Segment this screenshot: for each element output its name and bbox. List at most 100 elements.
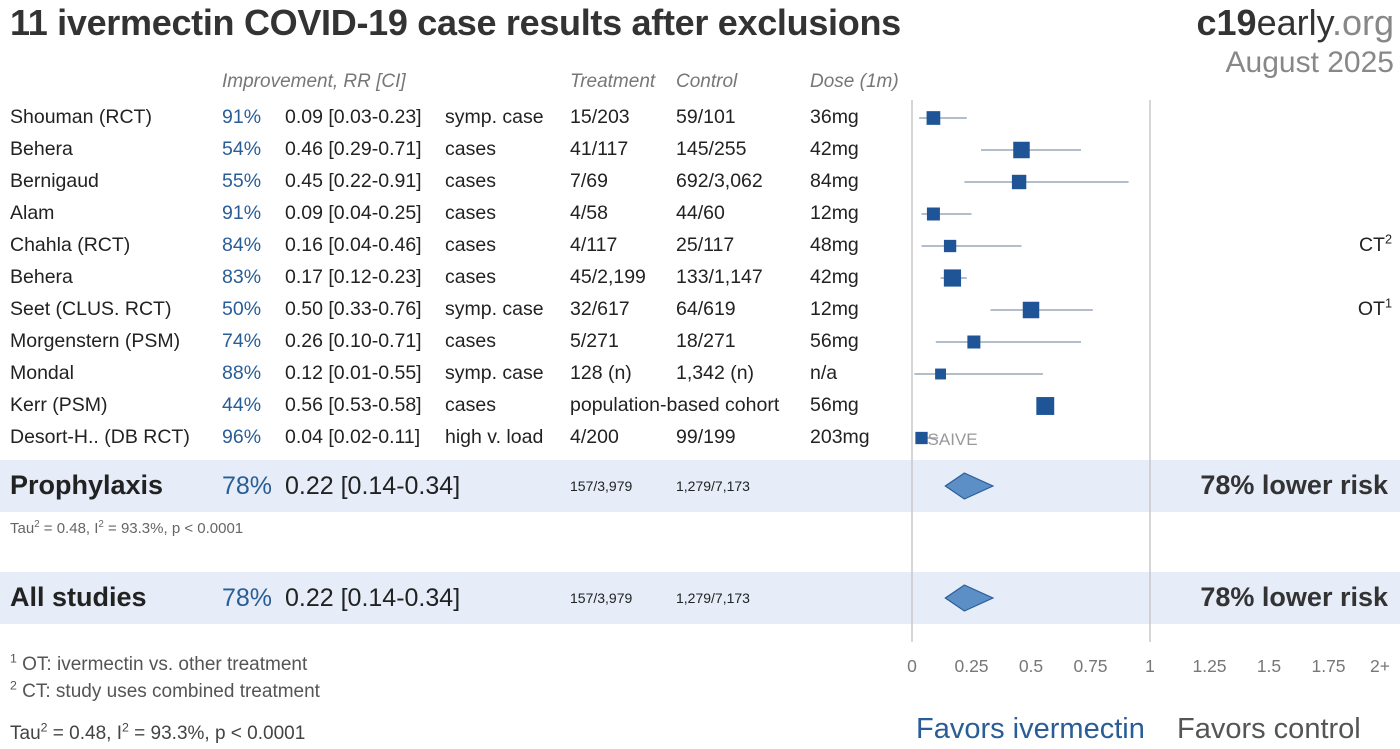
study-treatment: 4/117 — [570, 234, 618, 256]
study-treatment: 15/203 — [570, 106, 630, 128]
note-text: OT — [1357, 298, 1385, 320]
study-rr: 0.50 [0.33-0.76] — [285, 298, 422, 320]
study-outcome: symp. case — [445, 298, 544, 320]
footnote-text: CT: study uses combined treatment — [16, 681, 320, 702]
study-improvement: 50% — [222, 298, 262, 320]
study-rr: 0.04 [0.02-0.11] — [285, 426, 421, 448]
site-logo[interactable]: c19early.org — [1197, 2, 1394, 44]
tau-sup: 2 — [34, 519, 40, 530]
effect-marker — [943, 269, 962, 287]
study-row: Chahla (RCT) 84% 0.16 [0.04-0.46] cases … — [0, 230, 1400, 262]
i-sup: 2 — [122, 720, 129, 735]
logo-tld: .org — [1331, 2, 1394, 43]
study-improvement: 44% — [222, 394, 262, 416]
study-rr: 0.17 [0.12-0.23] — [285, 266, 422, 288]
axis-tick-label: 2+ — [1370, 656, 1390, 676]
study-treatment: 128 (n) — [570, 362, 632, 384]
study-row: Seet (CLUS. RCT) 50% 0.50 [0.33-0.76] sy… — [0, 294, 1400, 326]
study-improvement: 88% — [222, 362, 262, 384]
i-sup: 2 — [98, 519, 104, 530]
study-rr: 0.26 [0.10-0.71] — [285, 330, 422, 352]
tau-label: Tau — [10, 723, 41, 744]
axis-tick-label: 0.75 — [1073, 656, 1107, 676]
logo-mid: early — [1256, 2, 1332, 43]
footnote-text: OT: ivermectin vs. other treatment — [16, 654, 308, 675]
col-header-treatment: Treatment — [570, 71, 656, 92]
study-rr: 0.12 [0.01-0.55] — [285, 362, 422, 384]
study-outcome: cases — [445, 170, 496, 192]
footnote-1: 1 OT: ivermectin vs. other treatment — [10, 652, 308, 676]
study-outcome: high v. load — [445, 426, 544, 448]
favors-control-label: Favors control — [1177, 713, 1361, 745]
study-outcome: symp. case — [445, 362, 544, 384]
study-treatment: 7/69 — [570, 170, 608, 192]
study-improvement: 54% — [222, 138, 262, 160]
study-improvement: 91% — [222, 106, 262, 128]
study-dose: 42mg — [810, 138, 859, 160]
study-name: Chahla (RCT) — [10, 234, 131, 256]
study-improvement: 84% — [222, 234, 262, 256]
study-treatment: 5/271 — [570, 330, 619, 352]
effect-marker — [1022, 301, 1040, 319]
summary-rr: 0.22 [0.14-0.34] — [285, 472, 461, 500]
study-outcome: symp. case — [445, 106, 544, 128]
study-outcome: cases — [445, 266, 496, 288]
study-improvement: 83% — [222, 266, 262, 288]
study-control: 44/60 — [676, 202, 725, 224]
study-treatment: 41/117 — [570, 138, 629, 160]
study-name: Behera — [10, 138, 73, 160]
study-rr: 0.16 [0.04-0.46] — [285, 234, 422, 256]
study-name: Bernigaud — [10, 170, 99, 192]
favors-treatment-label: Favors ivermectin — [916, 713, 1145, 745]
summary-name: All studies — [10, 582, 147, 612]
effect-marker — [926, 111, 941, 125]
summary-result: 78% lower risk — [1200, 470, 1388, 500]
tau-sup: 2 — [40, 720, 48, 735]
study-outcome: cases — [445, 330, 496, 352]
summary-rr: 0.22 [0.14-0.34] — [285, 584, 461, 612]
study-dose: 56mg — [810, 330, 859, 352]
study-rr: 0.09 [0.04-0.25] — [285, 202, 422, 224]
study-name: Alam — [10, 202, 55, 224]
study-control: 25/117 — [676, 234, 735, 256]
report-date: August 2025 — [1225, 46, 1394, 79]
axis-tick-label: 1.25 — [1192, 656, 1226, 676]
study-treatment: population-based cohort — [570, 394, 780, 416]
tau-label: Tau — [10, 520, 35, 537]
study-control: 145/255 — [676, 138, 747, 160]
study-name: Shouman (RCT) — [10, 106, 152, 128]
note-ref[interactable]: 1 — [1384, 296, 1392, 311]
axis-tick-label: 1.5 — [1257, 656, 1281, 676]
summary-treatment: 157/3,979 — [570, 590, 633, 606]
study-name: Seet (CLUS. RCT) — [10, 298, 172, 320]
study-treatment: 45/2,199 — [570, 266, 646, 288]
study-rr: 0.56 [0.53-0.58] — [285, 394, 422, 416]
summary-improvement: 78% — [222, 584, 273, 612]
study-rr: 0.46 [0.29-0.71] — [285, 138, 422, 160]
study-treatment: 4/58 — [570, 202, 608, 224]
study-control: 692/3,062 — [676, 170, 763, 192]
study-dose: 12mg — [810, 298, 859, 320]
study-note: OT1 — [1357, 296, 1392, 321]
footnote-2: 2 CT: study uses combined treatment — [10, 679, 320, 703]
study-dose: 12mg — [810, 202, 859, 224]
study-name: Kerr (PSM) — [10, 394, 108, 416]
study-improvement: 96% — [222, 426, 262, 448]
marker-label: SAIVE — [928, 430, 978, 449]
study-name: Mondal — [10, 362, 74, 384]
summary-result: 78% lower risk — [1200, 582, 1388, 612]
study-control: 99/199 — [676, 426, 736, 448]
study-row: Behera 54% 0.46 [0.29-0.71] cases 41/117… — [0, 134, 1400, 166]
tau-post: = 93.3%, p < 0.0001 — [128, 723, 306, 744]
study-row: Alam 91% 0.09 [0.04-0.25] cases 4/58 44/… — [0, 198, 1400, 230]
study-control: 133/1,147 — [676, 266, 763, 288]
summary-band-prophylaxis: Prophylaxis 78% 0.22 [0.14-0.34] 157/3,9… — [0, 460, 1400, 512]
study-row: Shouman (RCT) 91% 0.09 [0.03-0.23] symp.… — [0, 102, 1400, 134]
axis-tick-label: 1.75 — [1311, 656, 1345, 676]
study-row: Morgenstern (PSM) 74% 0.26 [0.10-0.71] c… — [0, 326, 1400, 358]
note-ref[interactable]: 2 — [1384, 232, 1392, 247]
effect-marker — [926, 207, 940, 221]
study-name: Morgenstern (PSM) — [10, 330, 181, 352]
study-improvement: 55% — [222, 170, 262, 192]
col-header-dose: Dose (1m) — [810, 71, 899, 92]
